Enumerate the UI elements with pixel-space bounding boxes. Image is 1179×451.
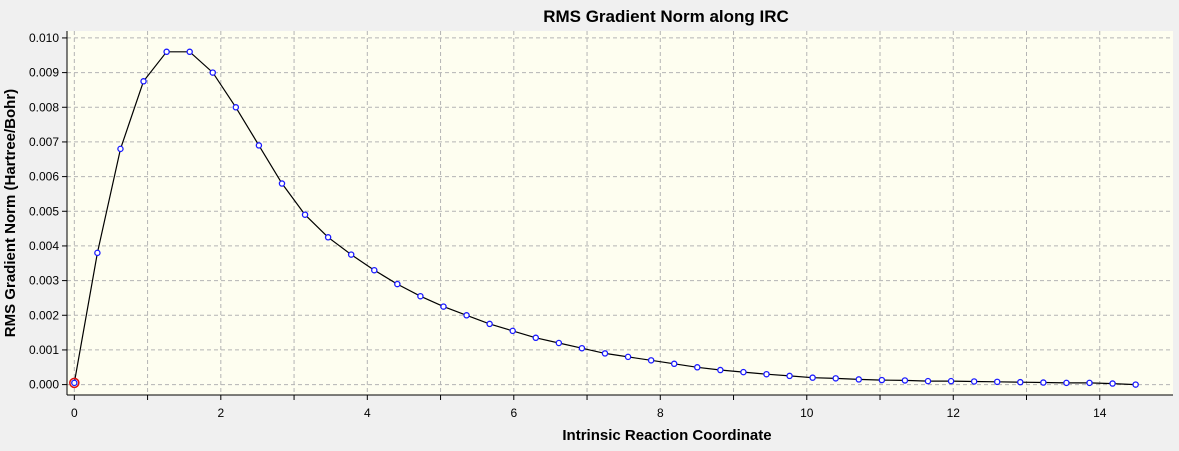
- data-point[interactable]: [371, 266, 378, 274]
- data-point[interactable]: [694, 364, 701, 371]
- y-tick-label: 0.008: [29, 100, 59, 114]
- data-point[interactable]: [970, 378, 978, 385]
- y-tick-label: 0.002: [29, 308, 59, 322]
- data-point[interactable]: [832, 375, 839, 382]
- y-tick-label: 0.001: [29, 343, 59, 357]
- data-point[interactable]: [532, 334, 540, 342]
- y-tick-label: 0.009: [29, 66, 59, 80]
- data-point[interactable]: [786, 372, 793, 380]
- data-point[interactable]: [163, 48, 170, 56]
- data-point[interactable]: [255, 142, 263, 149]
- data-point[interactable]: [601, 350, 609, 357]
- x-tick-label: 8: [657, 406, 664, 420]
- x-tick-label: 14: [1093, 406, 1107, 420]
- data-point[interactable]: [209, 69, 217, 76]
- data-point[interactable]: [486, 320, 493, 328]
- x-axis-label: Intrinsic Reaction Coordinate: [562, 427, 771, 444]
- y-tick-label: 0.005: [29, 204, 59, 218]
- data-point[interactable]: [1086, 379, 1093, 387]
- x-tick-label: 4: [364, 406, 371, 420]
- data-point[interactable]: [440, 303, 447, 310]
- data-point[interactable]: [94, 249, 101, 257]
- data-point[interactable]: [394, 280, 401, 288]
- data-point[interactable]: [809, 374, 816, 381]
- current-point-marker: [69, 377, 80, 389]
- data-point[interactable]: [301, 211, 309, 218]
- data-point[interactable]: [278, 180, 286, 187]
- data-point[interactable]: [717, 366, 724, 374]
- x-tick-label: 0: [71, 406, 78, 420]
- series-layer: [69, 48, 1139, 389]
- data-point[interactable]: [140, 78, 147, 85]
- data-point[interactable]: [1040, 379, 1047, 386]
- data-point[interactable]: [763, 370, 770, 378]
- data-point[interactable]: [624, 353, 632, 361]
- data-point[interactable]: [417, 292, 424, 300]
- y-tick-label: 0.007: [29, 135, 59, 149]
- data-point[interactable]: [1063, 379, 1070, 387]
- data-point[interactable]: [186, 48, 193, 56]
- data-point[interactable]: [1017, 378, 1024, 386]
- data-point[interactable]: [855, 376, 863, 383]
- x-tick-label: 6: [510, 406, 517, 420]
- data-point[interactable]: [670, 360, 678, 368]
- data-point[interactable]: [901, 377, 909, 384]
- y-tick-label: 0.004: [29, 239, 59, 253]
- y-axis-label: RMS Gradient Norm (Hartree/Bohr): [2, 89, 19, 337]
- data-point[interactable]: [347, 251, 355, 258]
- x-tick-label: 10: [800, 406, 814, 420]
- y-tick-label: 0.010: [29, 31, 59, 45]
- axis-ticks: 0 2 4 6 8 10 12 14 0.000 0.001 0.002 0.003 0.004 0.00…: [29, 31, 1107, 420]
- data-point[interactable]: [993, 378, 1001, 386]
- data-point[interactable]: [1132, 381, 1139, 388]
- data-point[interactable]: [463, 312, 470, 319]
- x-tick-label: 12: [947, 406, 961, 420]
- data-point[interactable]: [71, 379, 78, 387]
- data-point[interactable]: [878, 376, 886, 384]
- data-point[interactable]: [509, 327, 516, 335]
- data-point[interactable]: [947, 377, 955, 385]
- data-point[interactable]: [578, 344, 586, 352]
- data-point[interactable]: [232, 104, 240, 111]
- data-point[interactable]: [924, 377, 932, 385]
- plot-area: [67, 31, 1173, 395]
- y-tick-label: 0.003: [29, 274, 59, 288]
- x-tick-label: 2: [217, 406, 224, 420]
- chart-title: RMS Gradient Norm along IRC: [543, 7, 789, 26]
- data-point[interactable]: [555, 339, 563, 347]
- data-point[interactable]: [117, 145, 124, 153]
- data-point[interactable]: [740, 368, 747, 376]
- data-point[interactable]: [1109, 380, 1116, 387]
- data-point[interactable]: [647, 357, 655, 364]
- data-point[interactable]: [324, 234, 332, 241]
- grid-lines: [67, 31, 1173, 395]
- y-tick-label: 0.006: [29, 170, 59, 184]
- y-tick-label: 0.000: [29, 378, 59, 392]
